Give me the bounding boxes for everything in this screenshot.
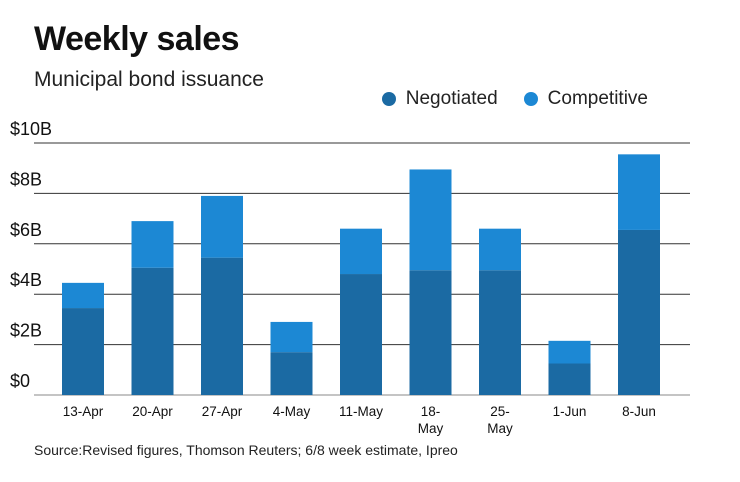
bar-negotiated [409, 270, 452, 395]
x-tick-label: 8-Jun [622, 404, 656, 419]
x-tick-label: May [487, 421, 513, 436]
x-tick-label: 27-Apr [202, 404, 243, 419]
chart-title: Weekly sales [34, 20, 240, 58]
legend: Negotiated Competitive [381, 88, 648, 110]
bar-negotiated [270, 352, 313, 395]
bar-competitive [340, 228, 382, 275]
bar-negotiated [479, 270, 521, 395]
x-tick-label: 18- [421, 404, 441, 419]
source-note: Source:Revised figures, Thomson Reuters;… [34, 442, 458, 458]
x-tick-label: 1-Jun [553, 404, 587, 419]
legend-label-competitive: Competitive [547, 88, 648, 109]
legend-swatch-negotiated [381, 92, 396, 106]
x-tick-label: 11-May [339, 404, 383, 419]
legend-label-negotiated: Negotiated [405, 88, 498, 109]
bar-competitive [548, 340, 591, 364]
y-tick-label: $4B [10, 270, 42, 290]
bar-negotiated [618, 229, 660, 395]
bar-negotiated [340, 274, 382, 395]
legend-item-negotiated: Negotiated [381, 88, 498, 110]
chart-subtitle: Municipal bond issuance [34, 68, 264, 91]
bar-competitive [409, 169, 452, 271]
bar-competitive [270, 321, 313, 353]
y-tick-label: $2B [10, 321, 42, 341]
y-tick-label: $0 [10, 371, 30, 391]
x-tick-label: 20-Apr [132, 404, 173, 419]
bar-negotiated [62, 308, 104, 395]
bar-competitive [618, 154, 660, 230]
bar-competitive [131, 221, 174, 268]
y-tick-label: $6B [10, 220, 42, 240]
bar-competitive [201, 195, 243, 258]
x-tick-label: May [418, 421, 444, 436]
legend-item-competitive: Competitive [523, 88, 648, 110]
bar-competitive [479, 228, 521, 271]
bar-negotiated [131, 267, 174, 395]
bar-competitive [62, 282, 104, 309]
legend-swatch-competitive [523, 92, 538, 106]
x-tick-label: 4-May [273, 404, 311, 419]
bar-negotiated [201, 257, 243, 395]
y-tick-label: $10B [10, 119, 52, 139]
x-tick-label: 13-Apr [63, 404, 104, 419]
bar-negotiated [548, 363, 591, 395]
x-tick-label: 25- [490, 404, 510, 419]
y-tick-label: $8B [10, 169, 42, 189]
